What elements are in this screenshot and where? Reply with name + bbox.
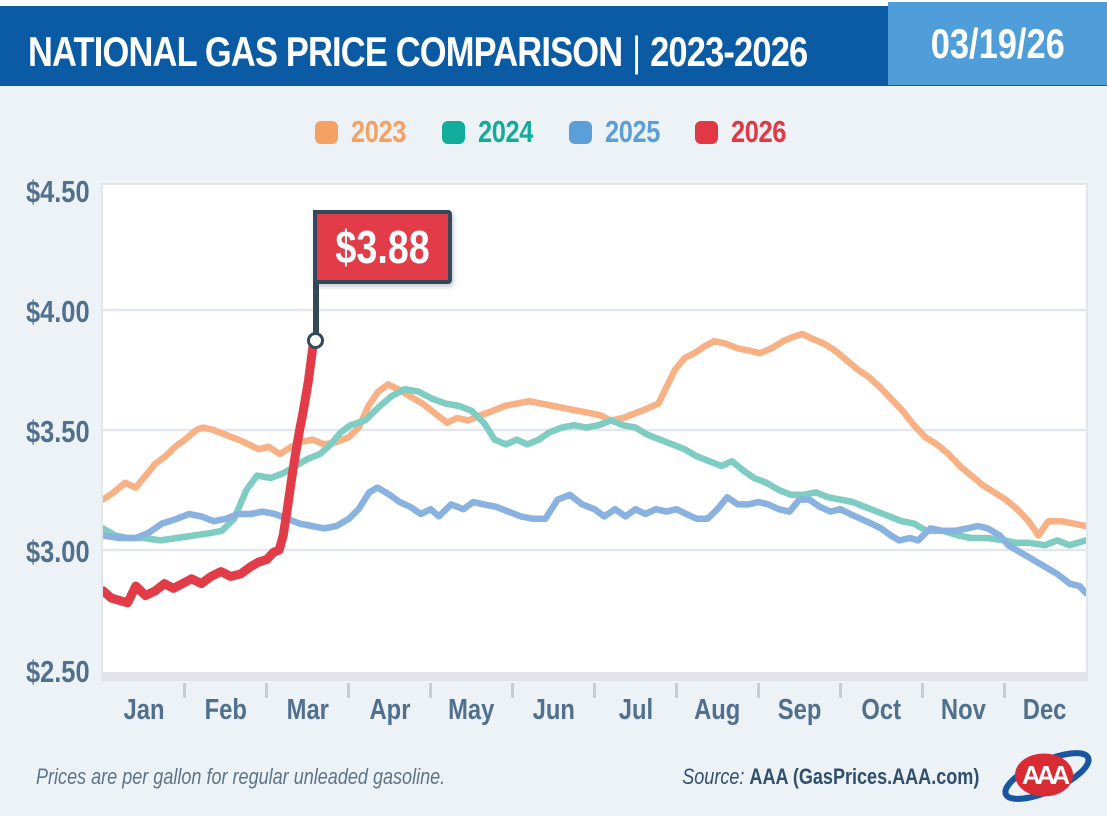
x-axis-tick: [838, 683, 842, 698]
date-badge: 03/19/26: [888, 2, 1107, 85]
x-tick-label: Sep: [777, 694, 822, 726]
aaa-logo-letters: AAA: [1022, 760, 1071, 790]
legend-label: 2025: [604, 114, 660, 149]
x-axis-tick: [756, 683, 760, 698]
x-tick-label: Nov: [940, 694, 986, 726]
callout-price: $3.88: [335, 221, 430, 273]
x-axis-tick: [920, 683, 924, 698]
chart-legend: 2023 2024 2025 2026: [0, 114, 1107, 150]
legend-swatch: [568, 120, 592, 144]
x-axis-tick: [1002, 683, 1006, 698]
legend-swatch: [441, 120, 465, 144]
legend-item-2024: 2024: [441, 114, 539, 150]
x-axis-tick: [183, 683, 187, 698]
aaa-logo-oval: [1015, 753, 1073, 797]
x-axis-tick: [674, 683, 678, 698]
x-tick-label: Jul: [618, 694, 653, 726]
y-tick-label: $4.00: [26, 294, 90, 329]
x-tick-label: Dec: [1023, 694, 1067, 726]
chart-canvas: [103, 308, 1086, 608]
x-tick-label: Feb: [204, 694, 247, 726]
callout-data-point: [307, 332, 325, 350]
legend-swatch: [314, 120, 338, 144]
series-line-2023: [103, 330, 1086, 539]
x-axis-tick: [347, 683, 351, 698]
y-tick-label: $3.00: [26, 534, 90, 569]
legend-item-2026: 2026: [695, 114, 792, 150]
x-tick-label: May: [448, 694, 495, 726]
legend-swatch: [695, 120, 719, 144]
footnote: Prices are per gallon for regular unlead…: [36, 764, 446, 789]
x-tick-label: Mar: [286, 694, 329, 726]
x-tick-label: Jun: [532, 694, 575, 726]
source-prefix: Source:: [681, 764, 745, 789]
legend-label: 2024: [477, 114, 533, 149]
x-tick-label: Oct: [861, 694, 902, 726]
source-text: AAA (GasPrices.AAA.com): [749, 764, 979, 789]
legend-label: 2026: [731, 114, 787, 149]
y-tick-label: $4.50: [26, 174, 90, 209]
y-tick-label: $2.50: [26, 654, 90, 689]
plot-area: [101, 183, 1088, 681]
title-separator: |: [632, 28, 641, 75]
x-axis-tick: [511, 683, 515, 698]
title-years: 2023-2026: [650, 28, 808, 75]
date-text: 03/19/26: [930, 19, 1065, 67]
x-axis-tick: [265, 683, 269, 698]
price-callout-flag: $3.88: [312, 210, 452, 284]
series-line-2026: [103, 334, 319, 608]
page-title: NATIONAL GAS PRICE COMPARISON | 2023-2026: [28, 12, 978, 92]
x-tick-label: Aug: [694, 694, 741, 726]
legend-label: 2023: [350, 114, 406, 149]
source-attribution: Source: AAA (GasPrices.AAA.com): [617, 760, 979, 794]
series-line-2024: [103, 385, 1086, 549]
x-axis-tick: [429, 683, 433, 698]
series-line-2025: [103, 484, 1086, 597]
legend-item-2025: 2025: [568, 114, 666, 150]
x-tick-label: Jan: [123, 694, 165, 726]
y-tick-label: $3.50: [26, 414, 90, 449]
title-text: NATIONAL GAS PRICE COMPARISON: [28, 28, 623, 75]
x-axis-tick: [593, 683, 596, 698]
legend-item-2023: 2023: [314, 114, 412, 150]
aaa-logo: AAA: [1002, 750, 1092, 802]
x-tick-label: Apr: [369, 694, 411, 726]
